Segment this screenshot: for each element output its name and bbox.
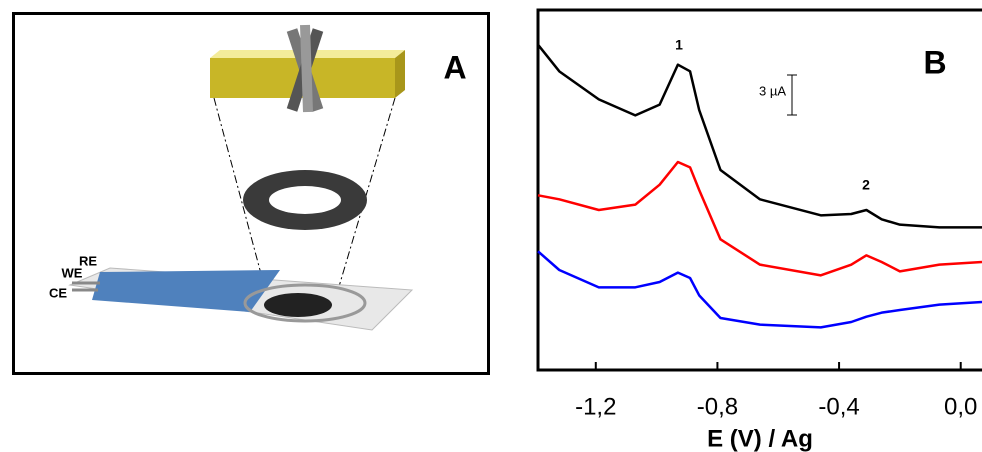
plot-frame bbox=[538, 10, 982, 370]
panel-label: A bbox=[443, 49, 466, 85]
peak-label: 2 bbox=[862, 177, 870, 193]
curve bbox=[538, 162, 982, 275]
gold-side bbox=[395, 50, 405, 98]
panel-a: A RE WE CE bbox=[14, 14, 489, 374]
scale-bar-label: 3 µA bbox=[759, 83, 786, 98]
x-tick-label: -0,4 bbox=[818, 393, 859, 420]
x-tick-label: -0,8 bbox=[697, 393, 738, 420]
x-tick-label: 0,0 bbox=[944, 393, 977, 420]
ring-hole bbox=[269, 186, 341, 214]
curve bbox=[538, 251, 982, 327]
electrode-label: WE bbox=[62, 265, 83, 280]
peak-label: 1 bbox=[675, 37, 683, 53]
panel-label: B bbox=[923, 44, 946, 80]
figure: A RE WE CE B E (V) / Ag 1 2 3 µA -1,2 -0,… bbox=[0, 0, 982, 452]
page: {"panel_a": {"label": "A", "electrodes":… bbox=[0, 0, 982, 452]
scale-bar bbox=[787, 75, 797, 115]
panel-b: B E (V) / Ag 1 2 3 µA -1,2 -0,8 -0,4 0,0 bbox=[538, 10, 982, 452]
electrode-label: CE bbox=[49, 285, 67, 300]
x-tick-label: -1,2 bbox=[575, 393, 616, 420]
x-axis-label: E (V) / Ag bbox=[707, 425, 813, 452]
curve bbox=[538, 45, 982, 228]
working-electrode bbox=[264, 293, 332, 317]
rod bbox=[305, 25, 308, 112]
